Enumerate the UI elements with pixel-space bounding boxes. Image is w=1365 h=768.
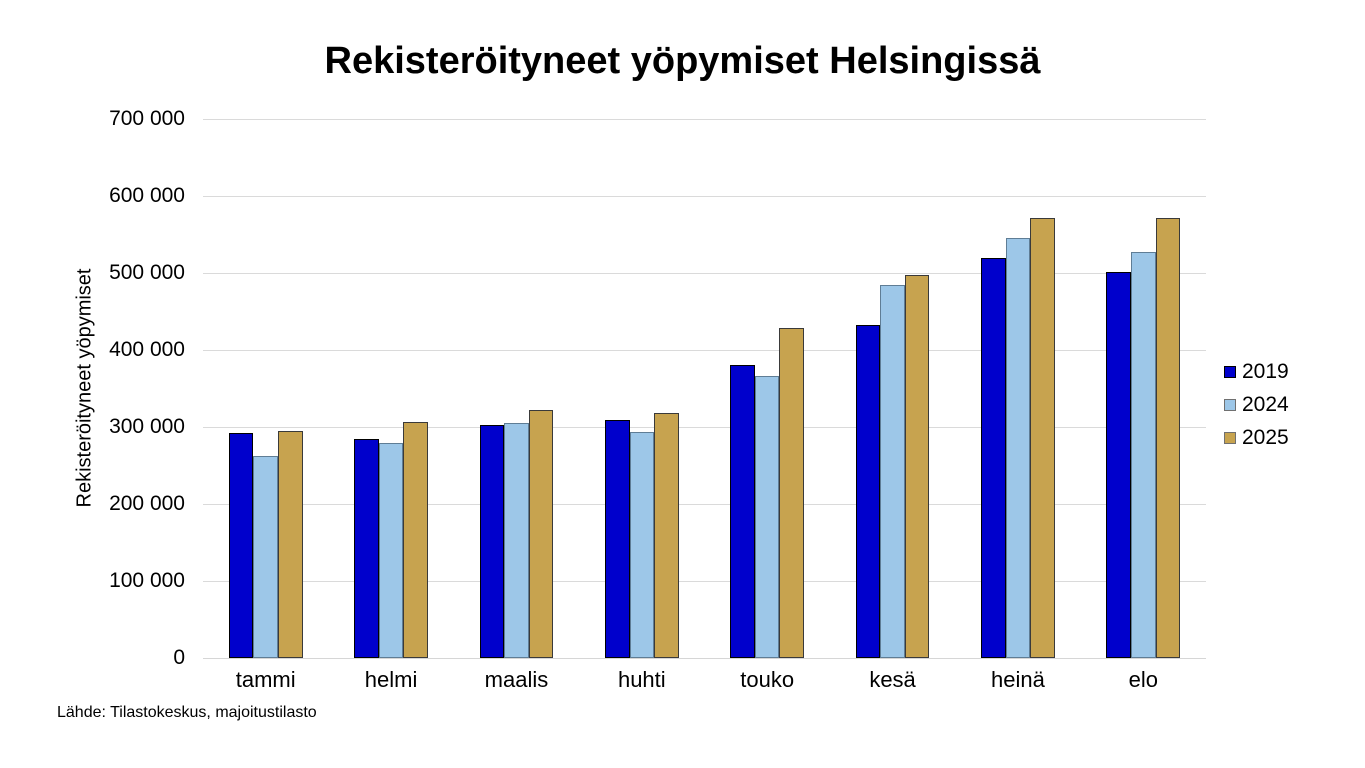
bar-2024-elo (1131, 252, 1156, 658)
bar-2024-tammi (253, 455, 278, 658)
gridline-500000 (203, 273, 1206, 274)
legend-label-2019: 2019 (1242, 359, 1289, 383)
gridline-400000 (203, 350, 1206, 351)
legend-swatch-2019 (1224, 365, 1236, 378)
bar-2024-touko (754, 376, 780, 658)
bar-2024-heinä (1005, 237, 1031, 658)
bar-2025-touko (779, 328, 805, 658)
legend-item-2019: 2019 (1224, 355, 1289, 388)
gridline-100000 (203, 581, 1206, 582)
legend-swatch-2024 (1224, 398, 1236, 411)
y-tick-label-0: 0 (173, 646, 185, 669)
gridline-600000 (203, 196, 1206, 197)
x-tick-label-maalis: maalis (484, 667, 549, 692)
x-tick-label-elo: elo (1128, 667, 1158, 692)
chart-title: Rekisteröityneet yöpymiset Helsingissä (324, 40, 1041, 82)
bar-2019-helmi (354, 439, 379, 658)
y-tick-label-500000: 500 000 (109, 261, 185, 284)
bar-2025-helmi (403, 422, 428, 658)
bar-2025-huhti (654, 413, 679, 658)
x-tick-label-kesä: kesä (869, 667, 916, 692)
x-tick-label-helmi: helmi (364, 667, 418, 692)
y-tick-label-200000: 200 000 (109, 492, 185, 515)
bar-2025-kesä (904, 274, 930, 658)
legend: 2019 2024 2025 (1224, 355, 1289, 454)
x-tick-label-touko: touko (740, 667, 795, 692)
bar-2025-heinä (1030, 218, 1055, 658)
y-tick-label-400000: 400 000 (109, 338, 185, 361)
bar-2019-kesä (855, 325, 881, 658)
source-note: Lähde: Tilastokeskus, majoitustilasto (57, 704, 317, 721)
y-tick-label-100000: 100 000 (109, 569, 185, 592)
y-tick-label-700000: 700 000 (109, 107, 185, 130)
y-tick-label-600000: 600 000 (109, 184, 185, 207)
x-tick-label-heinä: heinä (991, 667, 1045, 692)
legend-item-2024: 2024 (1224, 388, 1289, 421)
bar-2019-elo (1106, 271, 1131, 658)
bar-2019-tammi (228, 433, 254, 658)
gridline-200000 (203, 504, 1206, 505)
bar-2019-heinä (981, 258, 1006, 658)
bar-2025-tammi (277, 430, 303, 658)
bar-2024-helmi (378, 443, 404, 658)
gridline-300000 (203, 427, 1206, 428)
x-tick-label-tammi: tammi (235, 667, 296, 692)
bar-2019-maalis (479, 424, 505, 658)
y-tick-label-300000: 300 000 (109, 415, 185, 438)
bar-2019-touko (730, 365, 755, 658)
bar-2024-maalis (504, 423, 529, 658)
legend-label-2024: 2024 (1242, 392, 1289, 416)
bar-2025-maalis (528, 410, 554, 658)
x-tick-label-huhti: huhti (617, 667, 666, 692)
legend-item-2025: 2025 (1224, 421, 1289, 454)
legend-swatch-2025 (1224, 431, 1236, 444)
gridline-700000 (203, 119, 1206, 120)
bar-2024-kesä (880, 285, 905, 658)
plot-area (203, 119, 1206, 659)
bar-2019-huhti (604, 420, 630, 658)
legend-label-2025: 2025 (1242, 425, 1289, 449)
bar-2025-elo (1155, 217, 1181, 658)
bar-2024-huhti (629, 431, 655, 658)
